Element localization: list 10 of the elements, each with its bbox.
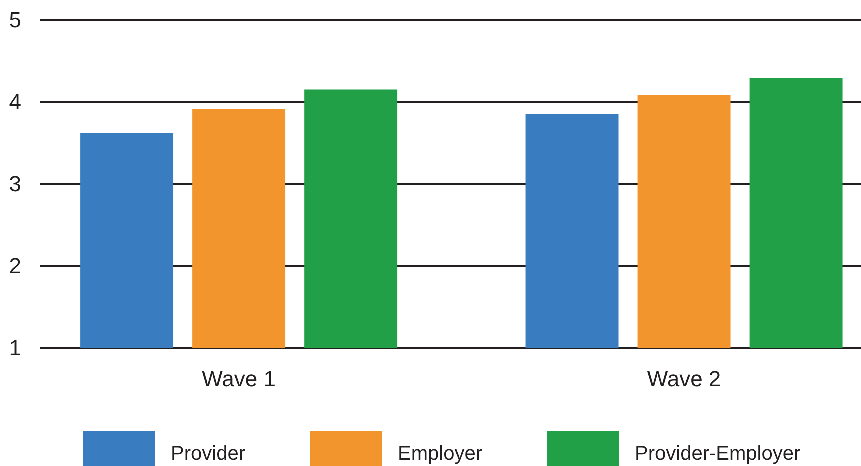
legend-label: Employer bbox=[398, 443, 483, 465]
legend-label: Provider bbox=[171, 443, 246, 465]
y-tick-label: 5 bbox=[9, 8, 22, 32]
y-tick-label: 3 bbox=[9, 172, 22, 196]
x-tick-label: Wave 1 bbox=[202, 366, 276, 392]
y-tick-label: 1 bbox=[9, 336, 22, 360]
x-tick-label: Wave 2 bbox=[647, 366, 722, 392]
legend-label: Provider-Employer bbox=[635, 443, 801, 465]
y-tick-label: 2 bbox=[9, 254, 22, 278]
y-tick-label: 4 bbox=[9, 90, 22, 114]
